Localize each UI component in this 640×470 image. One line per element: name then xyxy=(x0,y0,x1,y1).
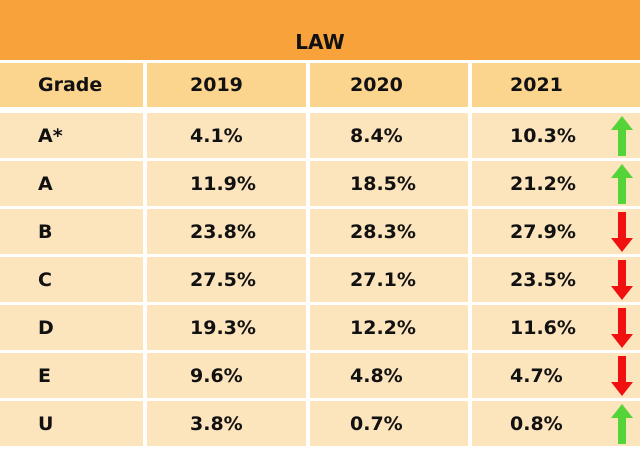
table-cell: 12.2% xyxy=(310,305,468,350)
table-cell: 4.8% xyxy=(310,353,468,398)
cell-text: D xyxy=(38,316,54,339)
cell-text: 2021 xyxy=(510,74,563,96)
table-cell: 23.8% xyxy=(147,209,306,254)
table-cell: 27.5% xyxy=(147,257,306,302)
cell-text: 4.7% xyxy=(510,364,563,387)
cell-text: 18.5% xyxy=(350,172,416,195)
table-cell: E xyxy=(0,353,143,398)
cell-text: 9.6% xyxy=(190,364,243,387)
arrow-up-icon xyxy=(611,404,633,444)
cell-text: 2019 xyxy=(190,74,243,96)
header-cell: 2021 xyxy=(472,63,640,107)
table-cell: B xyxy=(0,209,143,254)
cell-text: 12.2% xyxy=(350,316,416,339)
cell-text: 27.5% xyxy=(190,268,256,291)
cell-text: 0.8% xyxy=(510,412,563,435)
cell-text: E xyxy=(38,364,51,387)
arrow-down-icon xyxy=(611,356,633,396)
table-cell: 23.5% xyxy=(472,257,640,302)
cell-text: 27.1% xyxy=(350,268,416,291)
table-cell: 10.3% xyxy=(472,113,640,158)
cell-text: 28.3% xyxy=(350,220,416,243)
table-cell: 11.9% xyxy=(147,161,306,206)
cell-text: 3.8% xyxy=(190,412,243,435)
arrow-down-icon xyxy=(611,212,633,252)
table-cell: 27.1% xyxy=(310,257,468,302)
cell-text: 0.7% xyxy=(350,412,403,435)
arrow-down-icon xyxy=(611,308,633,348)
header-cell: 2019 xyxy=(147,63,306,107)
cell-text: B xyxy=(38,220,53,243)
cell-text: 23.5% xyxy=(510,268,576,291)
cell-text: 19.3% xyxy=(190,316,256,339)
title-text: LAW xyxy=(295,30,345,54)
cell-text: 23.8% xyxy=(190,220,256,243)
table-cell: 18.5% xyxy=(310,161,468,206)
table-cell: 0.8% xyxy=(472,401,640,446)
cell-text: 10.3% xyxy=(510,124,576,147)
table-cell: 11.6% xyxy=(472,305,640,350)
arrow-up-icon xyxy=(611,116,633,156)
arrow-up-icon xyxy=(611,164,633,204)
table-cell: U xyxy=(0,401,143,446)
cell-text: A* xyxy=(38,124,63,147)
cell-text: C xyxy=(38,268,52,291)
arrow-down-icon xyxy=(611,260,633,300)
cell-text: 21.2% xyxy=(510,172,576,195)
cell-text: 11.9% xyxy=(190,172,256,195)
header-cell: Grade xyxy=(0,63,143,107)
table-cell: A xyxy=(0,161,143,206)
cell-text: 2020 xyxy=(350,74,403,96)
cell-text: 4.1% xyxy=(190,124,243,147)
cell-text: A xyxy=(38,172,53,195)
cell-text: 27.9% xyxy=(510,220,576,243)
cell-text: 4.8% xyxy=(350,364,403,387)
table-title: LAW xyxy=(0,0,640,60)
table-cell: 4.1% xyxy=(147,113,306,158)
table-cell: 8.4% xyxy=(310,113,468,158)
cell-text: U xyxy=(38,412,54,435)
cell-text: Grade xyxy=(38,74,103,96)
table-cell: 4.7% xyxy=(472,353,640,398)
table-cell: 21.2% xyxy=(472,161,640,206)
table-cell: 28.3% xyxy=(310,209,468,254)
header-cell: 2020 xyxy=(310,63,468,107)
table-cell: D xyxy=(0,305,143,350)
table-cell: 27.9% xyxy=(472,209,640,254)
table-cell: C xyxy=(0,257,143,302)
cell-text: 11.6% xyxy=(510,316,576,339)
table-cell: 9.6% xyxy=(147,353,306,398)
table-cell: 19.3% xyxy=(147,305,306,350)
cell-text: 8.4% xyxy=(350,124,403,147)
table-cell: 3.8% xyxy=(147,401,306,446)
table-cell: 0.7% xyxy=(310,401,468,446)
table-cell: A* xyxy=(0,113,143,158)
